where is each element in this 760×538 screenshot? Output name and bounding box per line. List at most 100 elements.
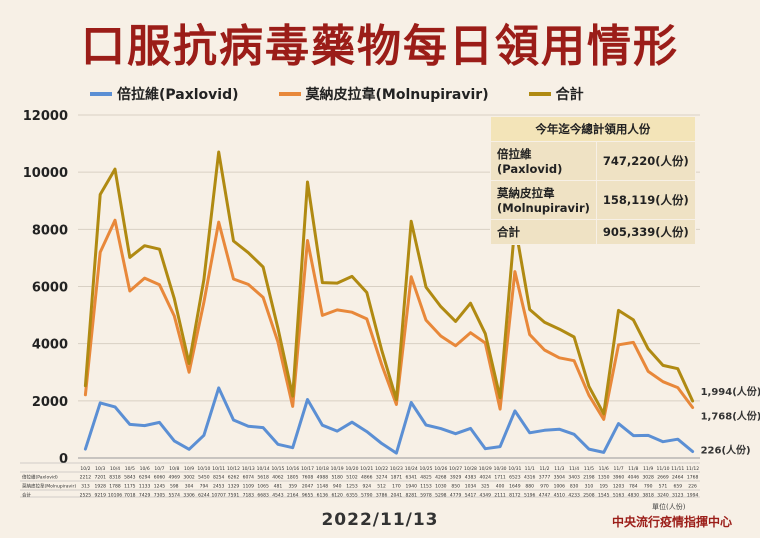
table-cell: 512 xyxy=(377,484,386,490)
end-label-mol: 226(人份) xyxy=(701,444,751,457)
table-cell: 5298 xyxy=(435,493,447,499)
table-cell: 3403 xyxy=(568,475,580,481)
table-cell: 1805 xyxy=(287,475,299,481)
table-cell: 5574 xyxy=(169,493,181,499)
table-cell: 1175 xyxy=(124,484,136,490)
y-tick-label: 4000 xyxy=(32,338,68,353)
x-tick-label: 10/30 xyxy=(494,466,507,472)
summary-label: 倍拉維(Paxlovid) xyxy=(490,141,597,181)
x-tick-label: 10/27 xyxy=(449,466,462,472)
table-cell: 1649 xyxy=(509,484,521,490)
table-cell: 2464 xyxy=(672,475,684,481)
table-cell: 1871 xyxy=(391,475,403,481)
summary-value: 158,119(人份) xyxy=(595,180,696,220)
table-cell: 1148 xyxy=(317,484,329,490)
x-tick-label: 11/1 xyxy=(525,466,535,472)
table-cell: 5417 xyxy=(465,493,477,499)
x-tick-label: 10/7 xyxy=(154,466,164,472)
table-cell: 1006 xyxy=(554,484,566,490)
summary-table: 今年迄今總計領用人份 倍拉維(Paxlovid) 747,220(人份) 莫納皮… xyxy=(490,116,696,245)
table-cell: 2111 xyxy=(494,493,506,499)
legend-item-molnupiravir: 莫納皮拉韋(Molnupiravir) xyxy=(278,84,489,104)
table-row-label: 倍拉維(Paxlovid) xyxy=(22,474,58,481)
summary-header-row: 今年迄今總計領用人份 xyxy=(490,116,696,142)
table-cell: 2041 xyxy=(391,493,403,499)
legend-swatch-paxlovid xyxy=(90,92,112,96)
table-cell: 5102 xyxy=(346,475,358,481)
table-cell: 359 xyxy=(288,484,297,490)
table-cell: 6523 xyxy=(509,475,521,481)
table-cell: 195 xyxy=(599,484,608,490)
x-tick-label: 10/8 xyxy=(169,466,179,472)
summary-row: 合計 905,339(人份) xyxy=(490,219,696,245)
x-tick-label: 11/10 xyxy=(656,466,669,472)
x-tick-label: 10/11 xyxy=(212,466,225,472)
summary-label: 合計 xyxy=(490,219,597,245)
series-line-molnupiravir xyxy=(83,386,695,455)
legend-item-total: 合計 xyxy=(528,84,584,104)
table-cell: 970 xyxy=(540,484,549,490)
x-tick-label: 11/5 xyxy=(584,466,594,472)
table-cell: 7018 xyxy=(124,493,136,499)
table-cell: 6262 xyxy=(228,475,240,481)
table-cell: 1940 xyxy=(405,484,417,490)
table-cell: 924 xyxy=(362,484,371,490)
table-cell: 4316 xyxy=(524,475,536,481)
x-tick-label: 10/18 xyxy=(316,466,329,472)
table-cell: 3240 xyxy=(657,493,669,499)
x-tick-label: 11/12 xyxy=(686,466,699,472)
table-cell: 1133 xyxy=(139,484,151,490)
table-cell: 4046 xyxy=(628,475,640,481)
table-cell: 8172 xyxy=(509,493,521,499)
table-cell: 3786 xyxy=(376,493,388,499)
table-cell: 170 xyxy=(392,484,401,490)
table-cell: 1109 xyxy=(243,484,255,490)
x-tick-label: 10/15 xyxy=(271,466,284,472)
legend-label-paxlovid: 倍拉維(Paxlovid) xyxy=(117,87,239,103)
table-cell: 3002 xyxy=(183,475,195,481)
table-cell: 2047 xyxy=(302,484,314,490)
summary-header: 今年迄今總計領用人份 xyxy=(490,116,696,142)
x-tick-label: 10/26 xyxy=(434,466,447,472)
table-cell: 6074 xyxy=(243,475,255,481)
table-cell: 1153 xyxy=(420,484,432,490)
table-cell: 7201 xyxy=(94,475,106,481)
legend-label-molnupiravir: 莫納皮拉韋(Molnupiravir) xyxy=(305,87,489,103)
table-cell: 790 xyxy=(644,484,653,490)
table-cell: 3306 xyxy=(183,493,195,499)
x-tick-label: 11/8 xyxy=(628,466,638,472)
table-cell: 3960 xyxy=(613,475,625,481)
table-cell: 1065 xyxy=(257,484,269,490)
table-cell: 3777 xyxy=(539,475,551,481)
table-cell: 4779 xyxy=(450,493,462,499)
x-tick-label: 10/21 xyxy=(360,466,373,472)
table-cell: 6294 xyxy=(139,475,151,481)
table-cell: 880 xyxy=(525,484,534,490)
x-tick-label: 10/20 xyxy=(345,466,358,472)
x-tick-label: 10/17 xyxy=(301,466,314,472)
table-cell: 3929 xyxy=(450,475,462,481)
x-tick-label: 11/4 xyxy=(569,466,579,472)
x-tick-label: 10/19 xyxy=(331,466,344,472)
table-cell: 4969 xyxy=(169,475,181,481)
table-cell: 6120 xyxy=(331,493,343,499)
table-cell: 4747 xyxy=(539,493,551,499)
table-cell: 1768 xyxy=(687,475,699,481)
x-tick-label: 10/13 xyxy=(242,466,255,472)
series-line-total xyxy=(83,150,695,416)
table-cell: 4543 xyxy=(272,493,284,499)
x-tick-label: 11/2 xyxy=(539,466,549,472)
end-label-pax: 1,768(人份) xyxy=(701,409,760,422)
table-cell: 9219 xyxy=(94,493,106,499)
table-cell: 4510 xyxy=(554,493,566,499)
date-label: 2022/11/13 xyxy=(321,510,439,530)
table-cell: 1203 xyxy=(613,484,625,490)
table-cell: 5180 xyxy=(331,475,343,481)
agency-label: 中央流行疫情指揮中心 xyxy=(612,515,733,529)
x-tick-label: 10/24 xyxy=(405,466,418,472)
table-cell: 6341 xyxy=(405,475,417,481)
table-cell: 310 xyxy=(585,484,594,490)
table-cell: 1030 xyxy=(435,484,447,490)
table-cell: 6060 xyxy=(154,475,166,481)
table-cell: 4349 xyxy=(480,493,492,499)
